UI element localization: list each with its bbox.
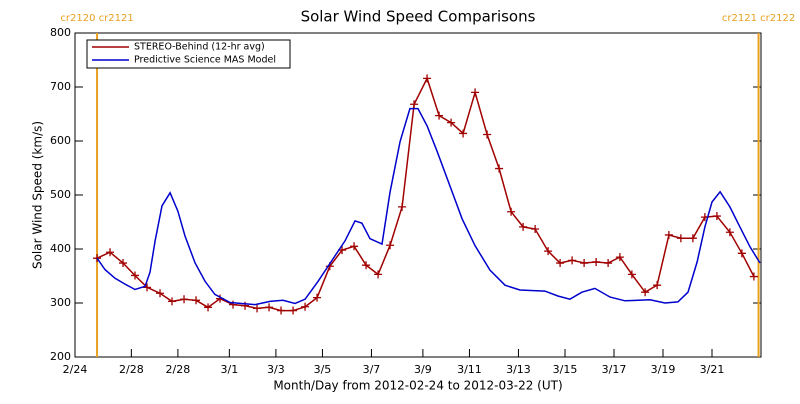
data-point <box>627 270 636 279</box>
data-point <box>580 259 589 268</box>
data-point <box>93 254 102 263</box>
y-tick-label: 700 <box>50 80 71 93</box>
data-point <box>653 281 662 290</box>
rotation-label: cr2121 cr2122 <box>722 13 795 24</box>
data-point <box>289 306 298 315</box>
x-tick-label: 3/21 <box>700 363 725 376</box>
data-point <box>459 129 468 138</box>
data-point <box>725 228 734 237</box>
x-tick-label: 2/28 <box>119 363 144 376</box>
rotation-label: cr2120 cr2121 <box>60 13 133 24</box>
data-point <box>253 304 262 313</box>
data-point <box>483 130 492 139</box>
data-point <box>398 202 407 211</box>
data-point <box>604 259 613 268</box>
data-point <box>156 289 165 298</box>
x-tick-label: 3/7 <box>363 363 381 376</box>
data-point <box>544 247 553 256</box>
x-tick-label: 2/24 <box>63 363 88 376</box>
y-tick-label: 500 <box>50 188 71 201</box>
data-point <box>435 111 444 120</box>
data-point <box>556 259 565 268</box>
data-point <box>168 297 177 306</box>
data-point <box>568 256 577 265</box>
data-point <box>386 241 395 250</box>
legend-label: Predictive Science MAS Model <box>134 55 276 66</box>
legend-box <box>86 39 291 69</box>
data-point <box>712 212 721 221</box>
data-point <box>410 100 419 109</box>
series-line <box>96 107 761 306</box>
x-tick-label: 3/11 <box>457 363 482 376</box>
data-point <box>362 261 371 270</box>
data-point <box>641 288 650 297</box>
data-point <box>374 270 383 279</box>
data-point <box>495 164 504 173</box>
data-point <box>737 249 746 258</box>
data-point <box>180 295 189 304</box>
chart-title: Solar Wind Speed Comparisons <box>301 8 536 26</box>
data-point <box>131 271 140 280</box>
x-tick-label: 3/3 <box>267 363 285 376</box>
data-point <box>615 253 624 262</box>
data-point <box>749 272 758 281</box>
data-point <box>592 257 601 266</box>
data-point <box>265 303 274 312</box>
data-point <box>204 303 213 312</box>
y-tick-label: 200 <box>50 350 71 363</box>
data-point <box>688 234 697 243</box>
data-point <box>423 74 432 83</box>
x-tick-label: 3/17 <box>602 363 627 376</box>
legend-label: STEREO-Behind (12-hr avg) <box>134 42 265 53</box>
data-point <box>531 225 540 234</box>
x-tick-label: 3/1 <box>220 363 238 376</box>
data-point <box>313 293 322 302</box>
data-point <box>143 283 152 292</box>
x-tick-label: 3/19 <box>651 363 676 376</box>
data-point <box>192 296 201 305</box>
x-tick-label: 3/15 <box>553 363 578 376</box>
data-point <box>471 88 480 97</box>
data-point <box>301 302 310 311</box>
x-tick-label: 3/5 <box>314 363 332 376</box>
y-tick-label: 400 <box>50 242 71 255</box>
data-point <box>277 306 286 315</box>
data-point <box>447 118 456 127</box>
data-point <box>676 234 685 243</box>
y-tick-label: 300 <box>50 296 71 309</box>
data-point <box>229 300 238 309</box>
x-tick-label: 2/28 <box>166 363 191 376</box>
data-point <box>106 248 115 257</box>
y-axis-label: Solar Wind Speed (km/s) <box>31 121 45 269</box>
y-tick-label: 600 <box>50 134 71 147</box>
data-point <box>350 242 359 251</box>
data-point <box>664 230 673 239</box>
x-tick-label: 3/13 <box>506 363 531 376</box>
x-axis-label: Month/Day from 2012-02-24 to 2012-03-22 … <box>273 379 562 393</box>
x-tick-label: 3/9 <box>414 363 432 376</box>
data-point <box>519 222 528 231</box>
data-point <box>507 207 516 216</box>
data-point <box>119 259 128 268</box>
y-tick-label: 800 <box>50 26 71 39</box>
